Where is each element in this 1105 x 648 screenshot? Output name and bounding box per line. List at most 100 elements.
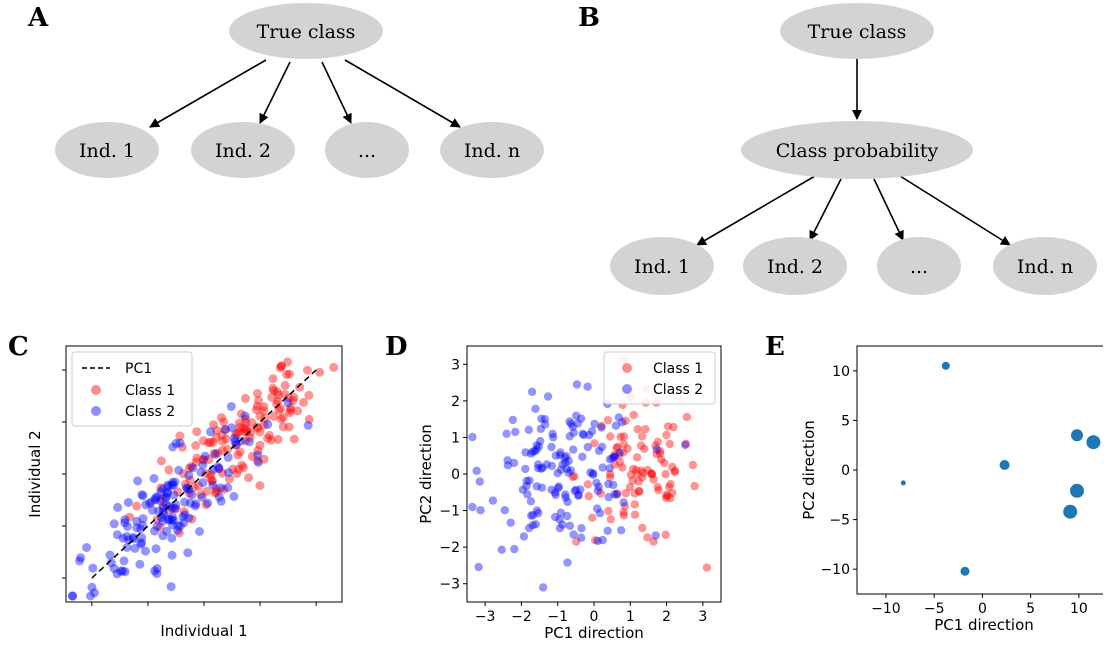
chart-c-point-1 <box>223 444 232 454</box>
chart-c-point-1 <box>289 434 299 444</box>
chart-c-point-2 <box>220 425 230 435</box>
chart-c-point-1 <box>212 487 221 497</box>
chart-c-point-1 <box>242 426 252 436</box>
edge-a-2 <box>259 61 291 124</box>
chart-c-point-1 <box>164 465 174 475</box>
chart-d-point-1 <box>634 486 644 496</box>
chart-c-point-1 <box>178 469 188 479</box>
chart-c-point-2 <box>223 452 233 462</box>
chart-c-point-1 <box>181 479 190 489</box>
chart-c-point-2 <box>90 588 99 598</box>
node-b-leaf-4 <box>993 237 1097 295</box>
chart-c-point-2 <box>120 515 130 525</box>
node-b-leaf-3-label: ... <box>910 256 928 278</box>
chart-d-ylabel: PC2 direction <box>417 424 435 524</box>
chart-c-point-1 <box>209 420 218 430</box>
chart-d-point-2 <box>574 491 583 500</box>
chart-c-point-1 <box>212 426 222 435</box>
chart-d-point-2 <box>537 414 546 423</box>
chart-d-point-2 <box>538 583 548 592</box>
chart-d-point-2 <box>561 458 570 467</box>
chart-d-point-2 <box>551 451 560 460</box>
chart-c-point-2 <box>283 398 293 408</box>
chart-c-point-1 <box>211 484 221 494</box>
chart-d-point-1 <box>637 466 646 475</box>
chart-c-point-2 <box>214 492 224 502</box>
legend-pc1-label: PC1 <box>125 361 152 377</box>
chart-d-point-1 <box>649 537 658 546</box>
chart-d-point-1 <box>662 430 671 440</box>
chart-c-point-1 <box>253 456 263 466</box>
chart-d-point-2 <box>605 455 615 464</box>
chart-d-point-1 <box>668 488 677 498</box>
chart-c-point-1 <box>259 406 269 416</box>
chart-d-point-1 <box>628 476 637 485</box>
chart-c-point-2 <box>182 483 191 493</box>
chart-c-point-1 <box>184 488 194 498</box>
chart-d-point-2 <box>597 442 607 452</box>
chart-c-point-1 <box>179 507 189 516</box>
chart-d-point-2 <box>604 492 613 502</box>
chart-d-point-2 <box>532 506 542 515</box>
chart-d-point-2 <box>578 452 587 461</box>
chart-c-point-2 <box>150 566 160 576</box>
chart-c-point-2 <box>206 427 215 437</box>
chart-d-point-1 <box>647 469 657 479</box>
chart-c-point-2 <box>187 490 197 500</box>
chart-e-xlabel: PC1 direction <box>934 616 1034 634</box>
chart-c-ylabel: Individual 2 <box>26 430 44 517</box>
chart-c-point-2 <box>86 591 95 601</box>
chart-c-point-1 <box>132 501 142 511</box>
chart-d-point-2 <box>528 447 537 456</box>
chart-c-point-2 <box>136 524 146 534</box>
chart-c-point-2 <box>158 484 168 494</box>
chart-c-point-1 <box>273 434 283 444</box>
chart-d-point-1 <box>647 469 656 478</box>
chart-c-point-2 <box>175 438 185 448</box>
chart-c-point-2 <box>167 550 177 560</box>
chart-c-point-2 <box>109 564 119 573</box>
chart-e-ytick-label: 5 <box>841 413 850 429</box>
chart-d-point-1 <box>612 443 621 452</box>
chart-c-point-2 <box>184 513 194 523</box>
chart-c-point-1 <box>235 447 245 457</box>
node-a-root <box>229 3 383 59</box>
chart-c-point-2 <box>141 546 150 556</box>
chart-d-point-2 <box>555 524 565 533</box>
node-a-leaf-4-label: Ind. n <box>464 140 520 162</box>
chart-c-point-1 <box>187 514 197 524</box>
chart-c-point-1 <box>245 432 255 442</box>
panel-label-a: A <box>27 3 49 33</box>
chart-c-point-1 <box>173 487 183 497</box>
chart-d-point-1 <box>652 449 661 459</box>
chart-d-point-1 <box>661 530 670 539</box>
chart-d-point-2 <box>549 433 558 442</box>
chart-c-point-2 <box>150 526 160 536</box>
chart-d-xtick-label: −2 <box>511 609 532 625</box>
chart-c-point-2 <box>105 550 115 560</box>
chart-c-point-1 <box>198 436 208 446</box>
chart-c-point-1 <box>224 474 234 484</box>
chart-c-point-2 <box>173 525 183 535</box>
chart-d-point-2 <box>594 446 604 456</box>
chart-c-point-2 <box>159 509 169 519</box>
chart-c-point-1 <box>207 476 217 486</box>
chart-d-point-2 <box>563 558 572 567</box>
chart-c: Individual 1 Individual 2 PC1 Class 1 Cl… <box>26 345 343 640</box>
chart-d-point-1 <box>670 467 679 477</box>
chart-d-xlabel: PC1 direction <box>544 624 644 642</box>
chart-d-point-2 <box>594 482 603 491</box>
chart-d-point-2 <box>593 536 602 546</box>
chart-c-point-1 <box>217 436 227 446</box>
chart-d-point-1 <box>604 506 613 516</box>
chart-d-point-1 <box>616 432 625 441</box>
chart-d-point-2 <box>522 481 531 491</box>
chart-c-point-2 <box>147 505 157 515</box>
chart-d-point-1 <box>665 439 674 449</box>
chart-c-point-2 <box>167 515 177 525</box>
node-b-root <box>780 3 934 59</box>
chart-c-point-2 <box>216 496 226 506</box>
chart-c-point-1 <box>238 463 248 473</box>
chart-c-point-1 <box>204 455 214 464</box>
chart-c-point-1 <box>259 402 269 412</box>
